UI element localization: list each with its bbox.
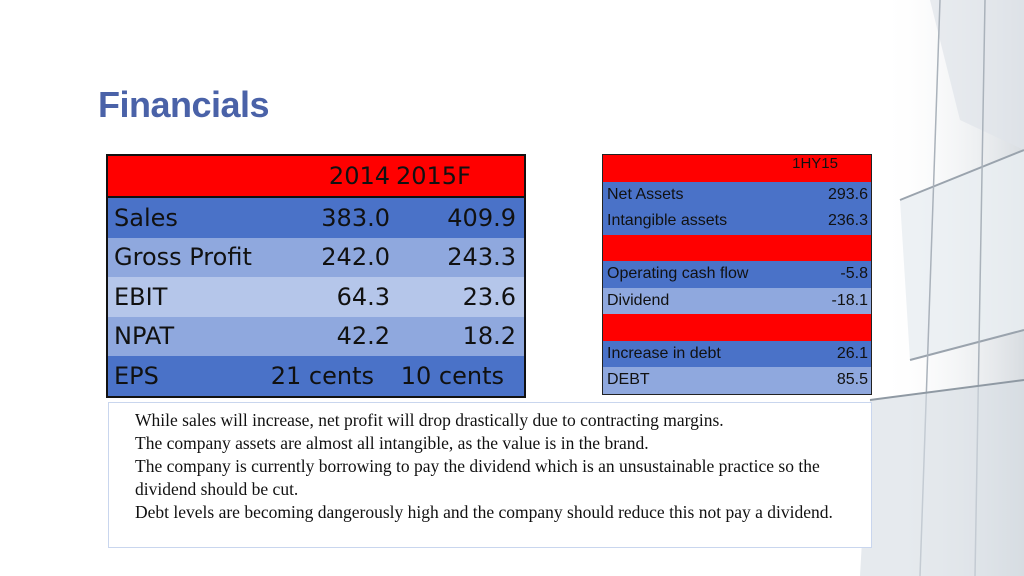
row-value-2015: 243.3	[447, 243, 516, 272]
header-1hy15: 1HY15	[792, 155, 838, 172]
note-line: Debt levels are becoming dangerously hig…	[135, 502, 833, 522]
row-label: EBIT	[114, 282, 168, 311]
row-value-2014: 21 cents	[270, 361, 374, 390]
row-value-2015: 23.6	[462, 282, 516, 311]
table-header-row: 2014 2015F	[108, 156, 524, 198]
table-row: Sales 383.0 409.9	[108, 198, 524, 238]
table-row: NPAT 42.2 18.2	[108, 316, 524, 356]
row-label: Net Assets	[607, 185, 684, 203]
row-label: Gross Profit	[114, 243, 252, 272]
row-value-2015: 10 cents	[400, 361, 504, 390]
table-row: Operating cash flow -5.8	[603, 261, 871, 288]
row-label: Dividend	[607, 291, 670, 309]
header-2014: 2014	[328, 162, 390, 190]
row-value-2014: 242.0	[321, 243, 390, 272]
financials-table: 2014 2015F Sales 383.0 409.9 Gross Profi…	[106, 154, 526, 398]
row-label: Sales	[114, 203, 178, 232]
row-value: 236.3	[827, 212, 868, 230]
table-row: Intangible assets 236.3	[603, 208, 871, 235]
row-value: -5.8	[840, 265, 868, 283]
row-value-2014: 383.0	[321, 203, 390, 232]
table-row: Increase in debt 26.1	[603, 340, 871, 367]
table-row: EPS 21 cents 10 cents	[108, 356, 524, 396]
row-value-2014: 64.3	[336, 282, 390, 311]
row-value: 293.6	[827, 185, 868, 203]
row-value-2015: 18.2	[462, 322, 516, 351]
row-value: 26.1	[836, 344, 868, 362]
row-label: EPS	[114, 361, 159, 390]
separator-row	[603, 314, 871, 341]
table-row: Net Assets 293.6	[603, 181, 871, 208]
note-line: While sales will increase, net profit wi…	[135, 410, 724, 430]
commentary-box: While sales will increase, net profit wi…	[108, 402, 872, 548]
balance-table: 1HY15 Net Assets 293.6 Intangible assets…	[602, 154, 872, 395]
page-title: Financials	[98, 84, 270, 125]
row-label: Intangible assets	[607, 212, 728, 230]
table-row: Gross Profit 242.0 243.3	[108, 237, 524, 277]
table-row: DEBT 85.5	[603, 367, 871, 394]
note-line: The company is currently borrowing to pa…	[135, 456, 820, 499]
row-label: Increase in debt	[607, 344, 721, 362]
row-value-2015: 409.9	[447, 203, 516, 232]
table-row: Dividend -18.1	[603, 287, 871, 314]
table-header-row: 1HY15	[603, 155, 871, 182]
row-label: Operating cash flow	[607, 265, 749, 283]
row-label: NPAT	[114, 322, 175, 351]
row-label: DEBT	[607, 371, 650, 389]
row-value: 85.5	[836, 371, 868, 389]
note-line: The company assets are almost all intang…	[135, 433, 649, 453]
separator-row	[603, 234, 871, 261]
header-2015f: 2015F	[396, 162, 471, 190]
row-value-2014: 42.2	[336, 322, 390, 351]
table-row: EBIT 64.3 23.6	[108, 277, 524, 317]
row-value: -18.1	[831, 291, 868, 309]
